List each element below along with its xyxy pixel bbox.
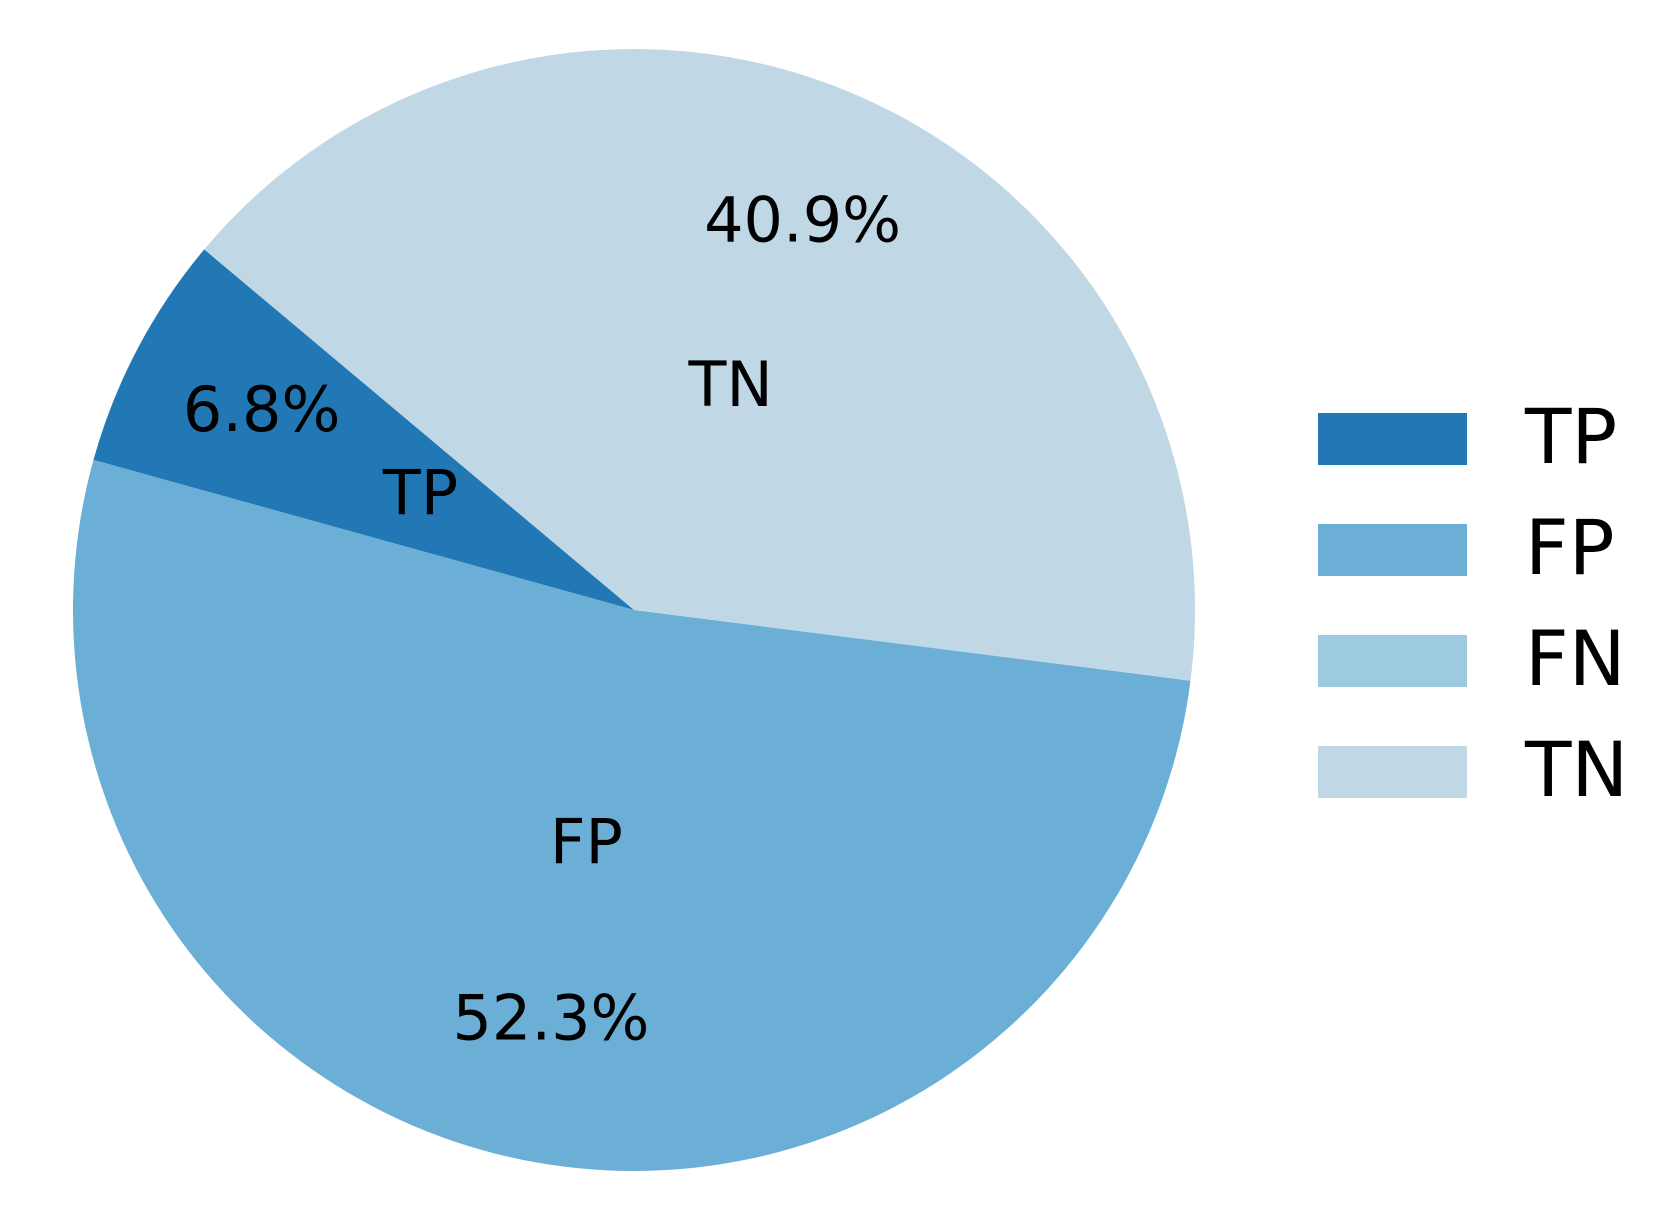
- legend-label: TP: [1524, 392, 1617, 481]
- pie-slice: [72, 459, 1191, 1172]
- pie-slice: [93, 249, 634, 610]
- legend-label: TN: [1524, 725, 1628, 814]
- slice-percent: 40.9%: [704, 184, 901, 257]
- legend-swatch: [1318, 746, 1467, 798]
- legend-swatch: [1318, 524, 1467, 576]
- slice-label: FP: [550, 806, 623, 879]
- legend-swatch: [1318, 635, 1467, 687]
- slice-percent: 52.3%: [452, 982, 649, 1055]
- slice-label: TP: [382, 457, 458, 530]
- pie-slice: [204, 49, 1195, 681]
- legend-swatch: [1318, 413, 1467, 465]
- slice-label: TN: [688, 348, 773, 421]
- legend-label: FP: [1525, 503, 1615, 592]
- legend-label: FN: [1525, 614, 1626, 703]
- slice-percent: 6.8%: [183, 373, 341, 446]
